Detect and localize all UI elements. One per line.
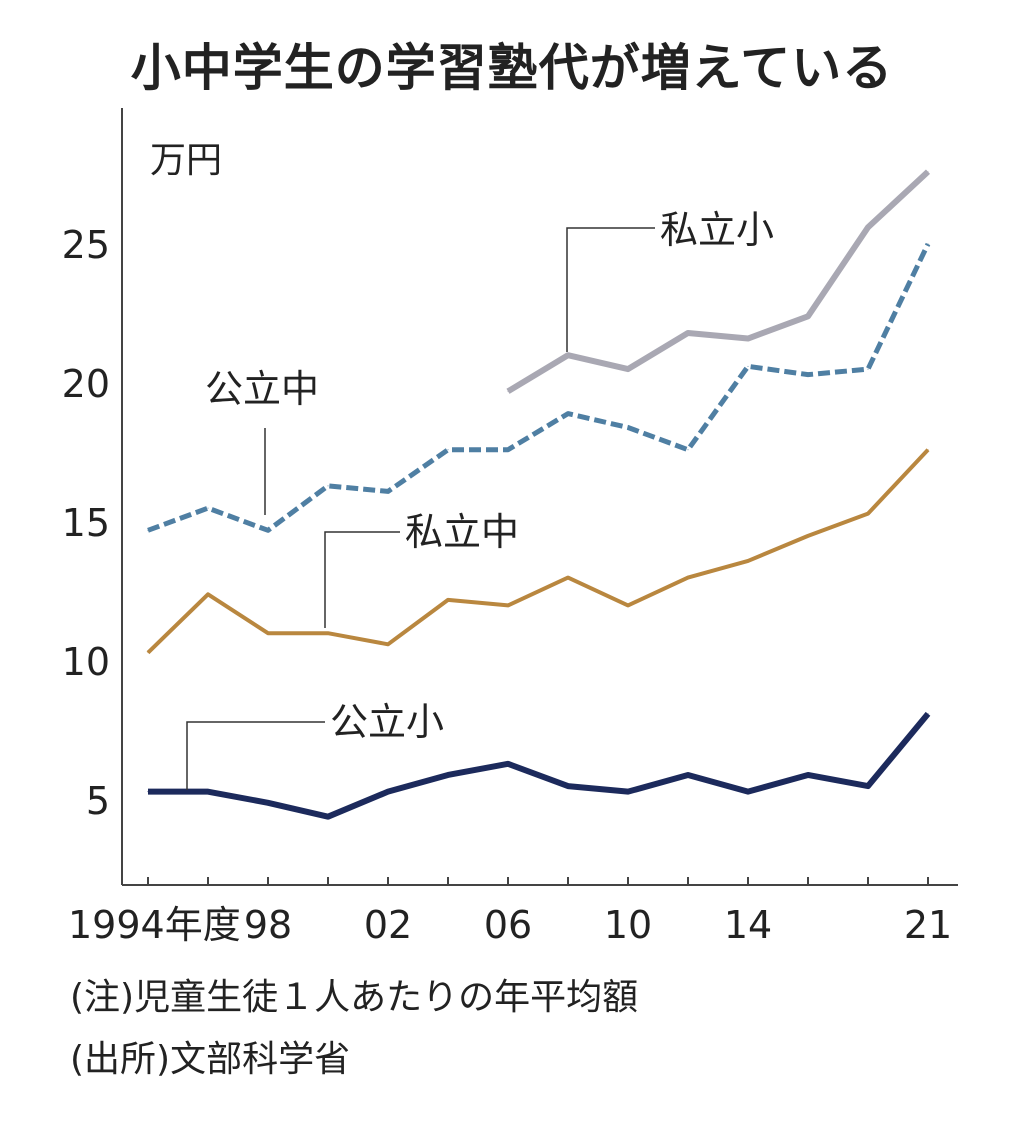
note-text: (注)児童生徒１人あたりの年平均額 [70,977,639,1018]
data-point [207,791,209,793]
series-line [146,448,930,655]
data-point [747,791,749,793]
data-point [927,243,929,245]
data-point [147,791,149,793]
data-point [447,774,449,776]
series-label: 公立中 [205,367,319,411]
data-point [627,426,629,428]
series-line [506,169,931,394]
x-tick-label: 1994年度 [68,903,241,947]
callout-leader [566,227,655,352]
data-point [507,449,509,451]
data-point [267,632,269,634]
data-point [567,577,569,579]
data-point [627,368,629,370]
callout-leader [186,721,325,790]
source-text: (出所)文部科学省 [70,1039,351,1080]
data-point [567,413,569,415]
data-point [687,332,689,334]
y-tick-label: 25 [62,223,110,267]
callout-leader [324,531,400,628]
data-point [567,785,569,787]
data-point [867,368,869,370]
y-tick-label: 10 [62,640,110,684]
data-point [387,643,389,645]
data-point [327,632,329,634]
data-point [867,785,869,787]
data-point [207,507,209,509]
data-point [807,535,809,537]
series-line [148,711,931,820]
x-tick-label: 10 [604,903,652,947]
data-point [447,599,449,601]
data-point [207,593,209,595]
data-point [507,390,509,392]
data-point [567,354,569,356]
data-point [807,315,809,317]
y-tick-label: 20 [62,362,110,406]
chart-title: 小中学生の学習塾代が増えている [130,39,894,97]
series-label: 公立小 [330,700,444,744]
data-point [807,774,809,776]
data-point [747,560,749,562]
data-point [147,529,149,531]
data-point [927,713,929,715]
x-tick-label: 14 [724,903,772,947]
data-point [747,338,749,340]
y-tick-label: 15 [62,501,110,545]
x-tick-label: 98 [244,903,292,947]
data-point [687,577,689,579]
data-point [387,791,389,793]
data-point [447,449,449,451]
data-point [627,791,629,793]
data-point [507,763,509,765]
data-point [507,604,509,606]
series-label: 私立小 [660,208,774,252]
series-line [147,242,931,533]
data-point [927,449,929,451]
data-point [387,490,389,492]
x-tick-label: 06 [484,903,532,947]
data-point [927,171,929,173]
x-tick-label: 02 [364,903,412,947]
data-point [807,374,809,376]
data-point [627,604,629,606]
data-point [867,226,869,228]
data-point [747,365,749,367]
data-point [867,513,869,515]
data-point [327,485,329,487]
data-point [147,652,149,654]
data-point [267,802,269,804]
series-label: 私立中 [405,510,519,554]
data-point [687,774,689,776]
data-point [267,529,269,531]
data-point [327,816,329,818]
data-point [687,449,689,451]
y-tick-label: 5 [86,779,110,823]
y-unit-label: 万円 [150,140,222,181]
x-tick-label: 21 [904,903,952,947]
